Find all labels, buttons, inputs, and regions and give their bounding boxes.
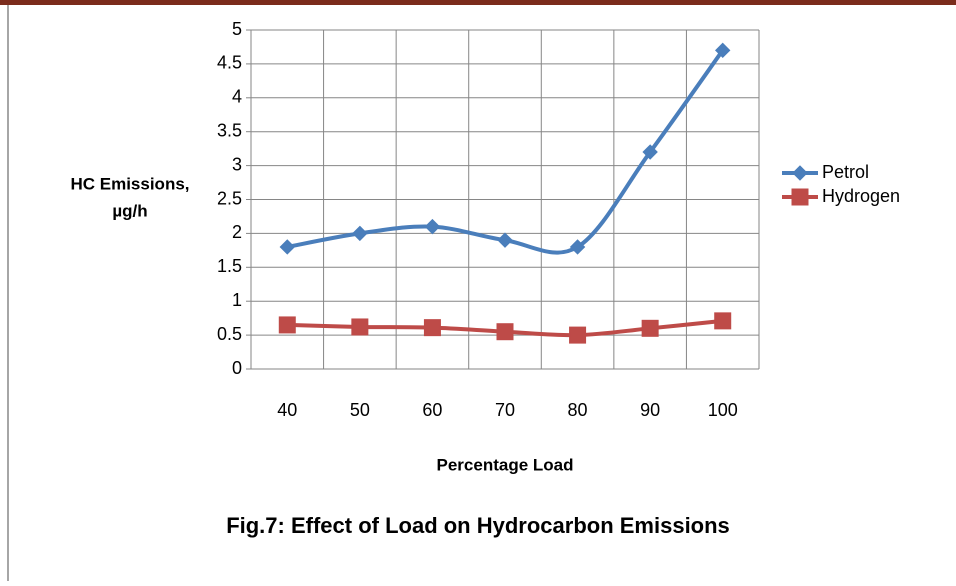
y-tick-label: 3.5 [217,120,242,140]
x-tick-label: 40 [277,400,297,420]
data-point [642,144,658,160]
data-point [496,323,514,341]
y-axis-label: µg/h [112,201,147,220]
data-point [641,319,659,337]
data-point [278,316,296,334]
x-tick-label: 90 [640,400,660,420]
data-point [423,319,441,337]
x-tick-label: 60 [422,400,442,420]
caption: Fig.7: Effect of Load on Hydrocarbon Emi… [226,513,730,538]
y-tick-label: 1.5 [217,256,242,276]
x-tick-label: 50 [350,400,370,420]
y-tick-label: 4.5 [217,53,242,73]
y-tick-label: 3 [232,154,242,174]
data-point [351,318,369,336]
data-point [352,225,368,242]
y-tick-label: 2 [232,222,242,242]
legend-marker [791,188,809,206]
x-tick-label: 80 [568,400,588,420]
top-bar [0,0,956,5]
x-axis-label: Percentage Load [437,455,574,474]
x-tick-label: 100 [708,400,738,420]
data-point [715,42,731,59]
y-tick-label: 1 [232,290,242,310]
y-tick-label: 2.5 [217,188,242,208]
plot: 0 0.5 1 1.5 2 2.5 3 3.5 4 4.5 5 40 50 60 70 80 90 100 Petr… [217,19,900,420]
legend-label: Petrol [822,162,869,182]
x-tick-label: 70 [495,400,515,420]
y-tick-label: 0.5 [217,324,242,344]
data-point [569,239,586,255]
data-point [279,239,295,255]
data-point [497,232,513,248]
legend-marker [792,165,808,181]
y-tick-label: 5 [232,19,242,39]
series-line [286,49,725,255]
data-point [424,218,441,235]
y-axis-label: HC Emissions, [70,174,189,193]
legend-label: Hydrogen [822,186,900,206]
y-tick-label: 4 [232,87,242,107]
data-point [569,326,587,344]
y-tick-label: 0 [232,358,242,378]
data-point [714,312,732,330]
